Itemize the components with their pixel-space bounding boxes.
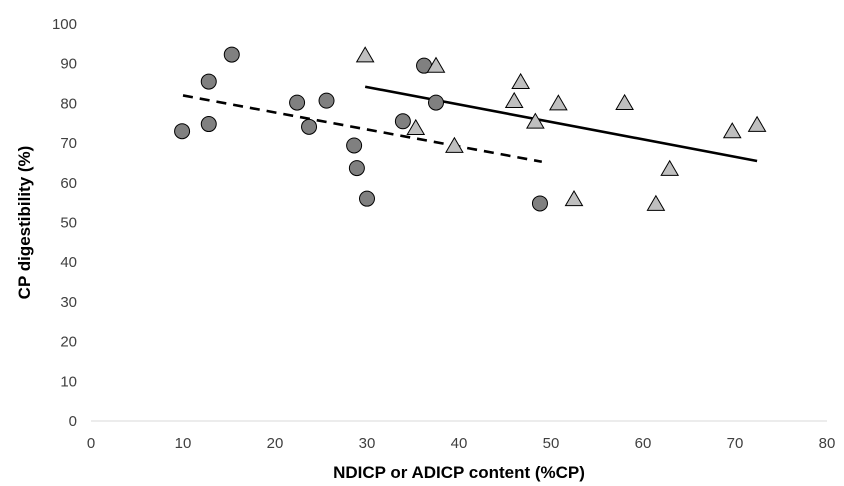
circle-marker bbox=[531, 195, 548, 212]
x-tick-label: 80 bbox=[819, 435, 836, 452]
dashed-trendline bbox=[182, 94, 543, 164]
y-tick-label: 0 bbox=[69, 413, 77, 430]
triangle-marker bbox=[445, 136, 464, 153]
triangle-marker bbox=[747, 115, 767, 132]
triangle-marker bbox=[564, 189, 584, 207]
circle-marker bbox=[394, 113, 411, 130]
circle-marker bbox=[428, 94, 444, 111]
x-tick-label: 50 bbox=[543, 435, 560, 452]
y-tick-label: 20 bbox=[60, 334, 77, 351]
circle-marker bbox=[359, 190, 375, 207]
triangle-marker bbox=[355, 46, 375, 63]
y-tick-label: 60 bbox=[60, 175, 77, 192]
y-tick-label: 40 bbox=[60, 254, 77, 271]
y-axis-tick-labels: 0 10 20 30 40 50 60 70 80 90 100 bbox=[52, 16, 77, 430]
y-tick-label: 10 bbox=[60, 373, 77, 390]
circle-marker bbox=[200, 73, 217, 90]
triangle-marker bbox=[525, 112, 545, 129]
circle-marker bbox=[289, 94, 306, 111]
triangle-marker bbox=[548, 94, 568, 111]
triangle-marker bbox=[426, 56, 446, 73]
circle-marker bbox=[348, 160, 365, 177]
triangle-marker bbox=[660, 159, 680, 176]
y-axis-title: CP digestibility (%) bbox=[15, 146, 34, 300]
circle-marker bbox=[346, 137, 363, 154]
x-tick-label: 70 bbox=[727, 435, 744, 452]
triangle-marker bbox=[504, 91, 524, 109]
x-axis-tick-labels: 0 10 20 30 40 50 60 70 80 bbox=[87, 435, 836, 452]
y-tick-label: 90 bbox=[60, 56, 77, 73]
circle-marker bbox=[318, 92, 335, 109]
y-tick-label: 30 bbox=[60, 294, 77, 311]
y-tick-label: 80 bbox=[60, 95, 77, 112]
y-tick-label: 50 bbox=[60, 215, 77, 232]
x-tick-label: 10 bbox=[175, 435, 192, 452]
y-tick-label: 100 bbox=[52, 16, 77, 33]
triangle-marker bbox=[615, 93, 634, 111]
solid-trendline bbox=[364, 85, 758, 163]
x-tick-label: 40 bbox=[451, 435, 468, 452]
triangle-marker bbox=[406, 118, 426, 136]
circle-marker bbox=[174, 123, 191, 140]
x-axis-title: NDICP or ADICP content (%CP) bbox=[333, 463, 585, 482]
trendlines bbox=[182, 85, 758, 164]
circle-marker bbox=[200, 116, 217, 133]
triangle-marker bbox=[646, 194, 666, 211]
y-tick-label: 70 bbox=[60, 135, 77, 152]
x-tick-label: 0 bbox=[87, 435, 95, 452]
circle-marker bbox=[223, 46, 240, 63]
circle-marker bbox=[301, 118, 318, 135]
x-tick-label: 30 bbox=[359, 435, 376, 452]
triangle-marker bbox=[511, 72, 531, 89]
x-tick-label: 60 bbox=[635, 435, 652, 452]
x-tick-label: 20 bbox=[267, 435, 284, 452]
triangle-marker bbox=[722, 122, 742, 139]
data-markers bbox=[174, 46, 767, 212]
plot-area: 0 10 20 30 40 50 60 70 80 90 100 0 10 20 30 40 50 60 70 80 bbox=[52, 16, 835, 452]
